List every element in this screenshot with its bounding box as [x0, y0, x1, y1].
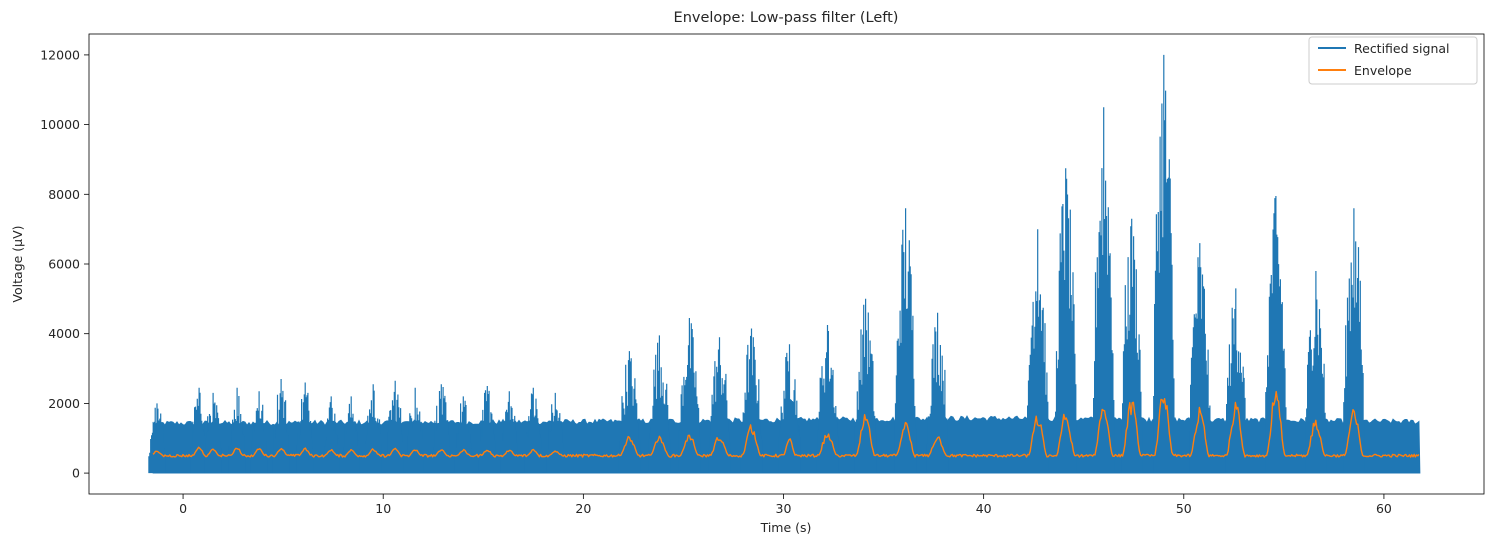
rectified-signal-burst-15 [500, 391, 518, 474]
rectified-signal-burst-26 [894, 208, 917, 474]
y-tick-label: 4000 [48, 326, 80, 341]
rectified-signal-burst-4 [250, 391, 268, 474]
y-tick-label: 6000 [48, 257, 80, 272]
x-tick-label: 40 [976, 501, 992, 516]
rectified-signal-burst-13 [454, 396, 472, 474]
rectified-signal-burst-5 [272, 379, 290, 474]
rectified-signal-burst-12 [432, 384, 450, 474]
x-tick-label: 0 [179, 501, 187, 516]
rectified-signal-burst-24 [816, 325, 839, 474]
rectified-signal-burst-18 [618, 351, 641, 474]
legend-label-envelope: Envelope [1354, 63, 1412, 78]
x-tick-label: 60 [1376, 501, 1392, 516]
x-tick-label: 20 [575, 501, 591, 516]
y-axis: 0 2000 4000 6000 8000 10000 12000 [40, 47, 89, 481]
envelope-line [152, 390, 1420, 458]
x-tick-label: 50 [1176, 501, 1192, 516]
rectified-signal-burst-19 [648, 335, 671, 474]
x-axis: 0 10 20 30 40 50 60 [179, 494, 1392, 516]
chart-title: Envelope: Low-pass filter (Left) [674, 10, 899, 26]
y-tick-label: 10000 [40, 117, 80, 132]
y-tick-label: 8000 [48, 187, 80, 202]
rectified-signal-burst-32 [1153, 54, 1175, 474]
series-layer [148, 54, 1421, 474]
rectified-signal-burst-27 [926, 312, 949, 474]
rectified-signal-burst-17 [546, 392, 564, 474]
rectified-signal-burst-2 [204, 392, 222, 474]
rectified-signal-burst-37 [1343, 208, 1365, 474]
legend-box [1308, 36, 1478, 85]
legend-label-rectified-signal: Rectified signal [1354, 41, 1450, 56]
rectified-signal-burst-30 [1093, 107, 1115, 474]
rectified-signal-burst-28 [1027, 229, 1049, 474]
rectified-signal-burst-29 [1055, 168, 1077, 474]
y-tick-label: 2000 [48, 396, 80, 411]
x-tick-label: 30 [776, 501, 792, 516]
x-axis-label: Time (s) [760, 520, 812, 535]
rectified-signal-burst-23 [778, 344, 801, 474]
y-axis-label: Voltage (μV) [10, 225, 25, 302]
y-tick-label: 12000 [40, 47, 80, 62]
rectified-signal-burst-36 [1305, 271, 1327, 474]
legend: Rectified signal Envelope [1308, 36, 1478, 85]
rectified-signal-burst-22 [740, 328, 763, 474]
x-tick-label: 10 [375, 501, 391, 516]
rectified-signal-burst-35 [1265, 196, 1287, 474]
y-tick-label: 0 [72, 466, 80, 481]
rectified-signal-burst-10 [386, 380, 404, 474]
rectified-signal-burst-20 [678, 318, 701, 474]
rectified-signal-burst-33 [1189, 243, 1211, 474]
rectified-signal-burst-31 [1121, 218, 1143, 474]
series-envelope [152, 390, 1420, 458]
